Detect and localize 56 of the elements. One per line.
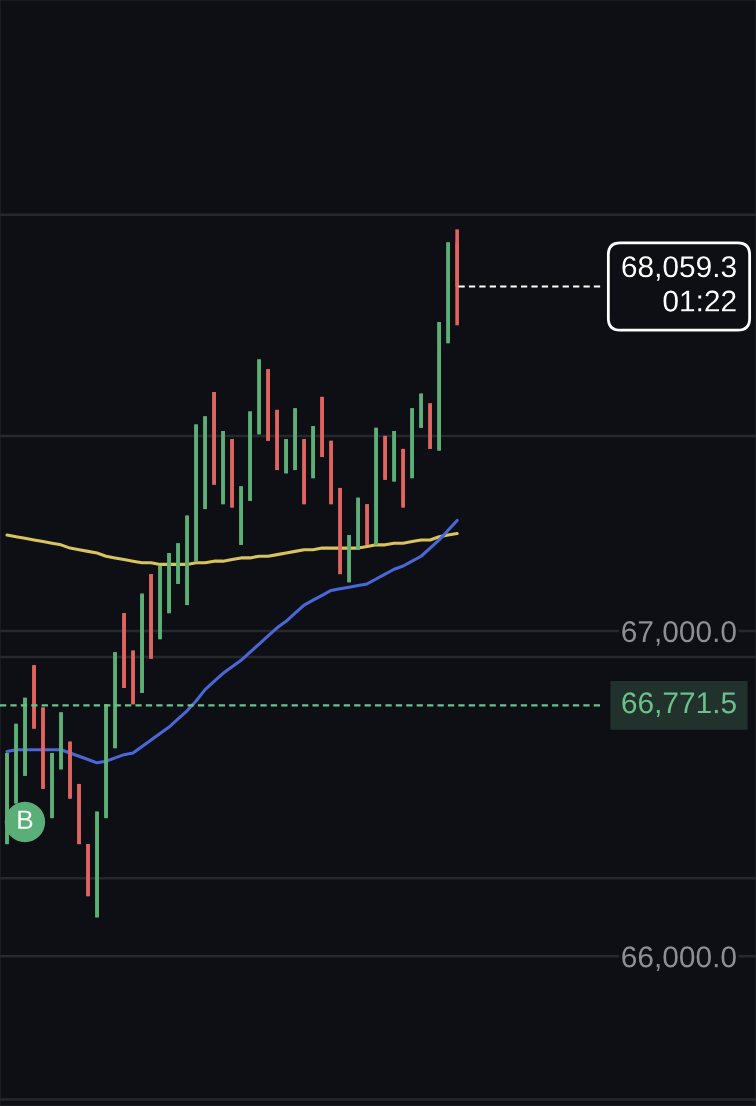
candlestick xyxy=(275,409,279,472)
candlestick xyxy=(95,811,99,918)
candlestick xyxy=(392,431,396,482)
candlestick xyxy=(104,704,108,819)
candlestick xyxy=(131,650,135,705)
candlestick xyxy=(329,440,333,505)
candlestick xyxy=(176,543,180,584)
candlestick xyxy=(194,424,198,562)
candlestick xyxy=(383,435,387,480)
candlestick xyxy=(266,369,270,441)
candlestick xyxy=(410,408,414,479)
candlestick xyxy=(212,391,216,485)
candlestick xyxy=(455,229,459,326)
candlestick xyxy=(32,665,36,729)
candlestick xyxy=(113,652,117,749)
candlestick xyxy=(293,408,297,472)
candlestick xyxy=(149,574,153,659)
candlestick xyxy=(257,359,261,435)
y-tick-label: 67,000.0 xyxy=(622,621,736,646)
candlestick xyxy=(77,782,81,845)
candlestick xyxy=(203,416,207,511)
candlestick xyxy=(401,447,405,508)
candlestick xyxy=(68,741,72,799)
candlestick xyxy=(140,593,144,693)
line-series xyxy=(5,518,459,765)
candlestick xyxy=(365,504,369,545)
candlestick xyxy=(437,322,441,451)
candlestick xyxy=(302,439,306,505)
candlestick xyxy=(428,403,432,449)
candlestick xyxy=(419,393,423,428)
line-series xyxy=(5,531,459,566)
ref-line-label: 66,771.5 xyxy=(622,692,736,717)
candlestick xyxy=(230,439,234,508)
candlestick xyxy=(59,712,63,770)
candlestick xyxy=(167,553,171,614)
candlestick xyxy=(284,439,288,474)
ref-line-label: 68,059.3 01:22 xyxy=(622,256,736,312)
candlestick xyxy=(356,497,360,550)
annotation: B xyxy=(18,810,33,829)
candlestick xyxy=(338,486,342,575)
candlestick xyxy=(239,486,243,545)
candlestick xyxy=(347,535,351,583)
candlestick xyxy=(122,613,126,688)
candlestick xyxy=(320,396,324,459)
y-tick-label: 66,000.0 xyxy=(622,946,736,972)
candlestick xyxy=(311,426,315,479)
candlestick xyxy=(23,697,27,776)
candlestick xyxy=(41,707,45,789)
candlestick xyxy=(221,431,225,505)
candlestick xyxy=(446,242,450,344)
candlestick xyxy=(158,566,162,640)
candlestick xyxy=(86,844,90,897)
candlestick xyxy=(185,515,189,607)
candlestick xyxy=(50,753,54,819)
candlestick xyxy=(248,411,252,501)
candlestick xyxy=(374,427,378,545)
